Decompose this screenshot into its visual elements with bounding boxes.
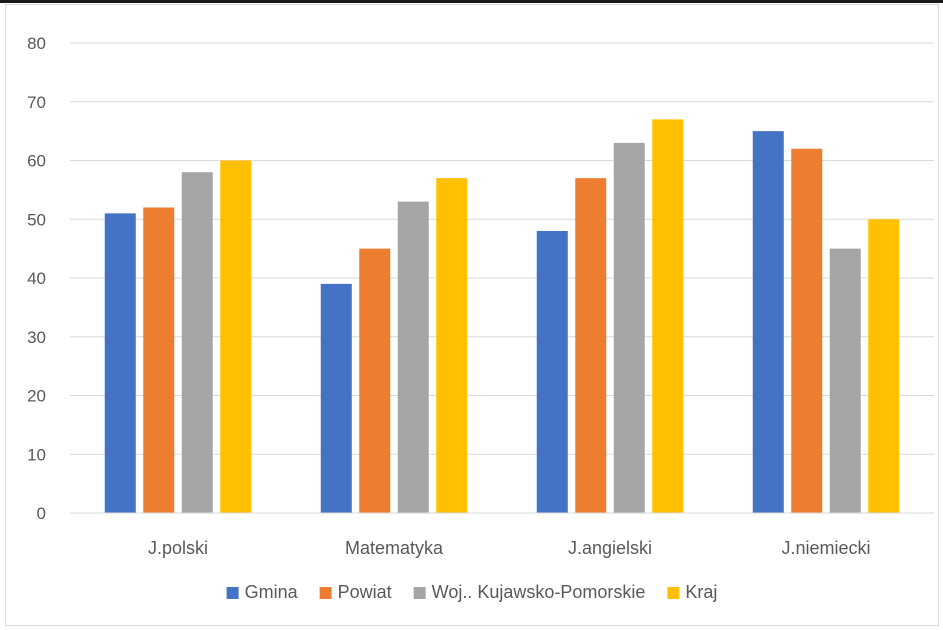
x-category-label: J.niemiecki — [781, 538, 870, 558]
bar-chart: 0 10 20 30 40 50 60 70 80 J.polski Matematyka J.an… — [27, 34, 934, 602]
bar-gmina-j-angielski — [536, 231, 568, 513]
legend-swatch — [667, 587, 680, 599]
x-category-label: J.angielski — [568, 538, 652, 558]
y-tick-label: 20 — [27, 387, 46, 406]
document-text-edge — [0, 0, 943, 3]
bar-powiat-j-niemiecki — [791, 148, 823, 513]
y-tick-label: 50 — [27, 210, 46, 229]
bar-gmina-j-niemiecki — [752, 131, 784, 513]
legend-item: Powiat — [319, 582, 392, 602]
y-tick-label: 40 — [27, 269, 46, 288]
y-tick-label: 0 — [37, 504, 46, 523]
legend-label: Woj.. Kujawsko-Pomorskie — [432, 582, 646, 602]
legend-label: Kraj — [685, 582, 717, 602]
legend-swatch — [226, 587, 239, 599]
legend-swatch — [319, 587, 332, 599]
bar-kraj-j-niemiecki — [868, 219, 900, 513]
legend-item: Woj.. Kujawsko-Pomorskie — [413, 582, 646, 602]
legend-item: Gmina — [226, 582, 299, 602]
bar-woj-kujawsko-pomorskie-j-angielski — [613, 142, 645, 513]
bar-woj-kujawsko-pomorskie-j-niemiecki — [829, 248, 861, 513]
y-axis-tick-labels: 0 10 20 30 40 50 60 70 80 — [27, 34, 46, 523]
legend-label: Gmina — [245, 582, 299, 602]
x-category-label: J.polski — [148, 538, 208, 558]
chart-frame: 0 10 20 30 40 50 60 70 80 J.polski Matematyka J.an… — [5, 4, 939, 626]
gridlines — [70, 42, 934, 455]
x-category-label: Matematyka — [345, 538, 444, 558]
bar-kraj-j-polski — [220, 160, 252, 513]
bar-kraj-matematyka — [436, 178, 468, 513]
bar-powiat-j-angielski — [575, 178, 607, 513]
legend-label: Powiat — [338, 582, 392, 602]
bar-gmina-j-polski — [104, 213, 136, 513]
legend-swatch — [413, 587, 426, 599]
bar-gmina-matematyka — [320, 283, 352, 513]
y-tick-label: 60 — [27, 152, 46, 171]
bars — [104, 119, 900, 513]
y-tick-label: 10 — [27, 445, 46, 464]
y-tick-label: 70 — [27, 93, 46, 112]
legend-item: Kraj — [667, 582, 717, 602]
bar-woj-kujawsko-pomorskie-j-polski — [181, 172, 213, 513]
bar-powiat-j-polski — [143, 207, 175, 513]
y-tick-label: 30 — [27, 328, 46, 347]
legend: Gmina Powiat Woj.. Kujawsko-Pomorskie Kraj — [226, 582, 717, 602]
x-axis-category-labels: J.polski Matematyka J.angielski J.niemiecki — [148, 538, 871, 558]
bar-kraj-j-angielski — [652, 119, 684, 513]
y-tick-label: 80 — [27, 34, 46, 53]
bar-woj-kujawsko-pomorskie-matematyka — [397, 201, 429, 513]
bar-powiat-matematyka — [359, 248, 391, 513]
